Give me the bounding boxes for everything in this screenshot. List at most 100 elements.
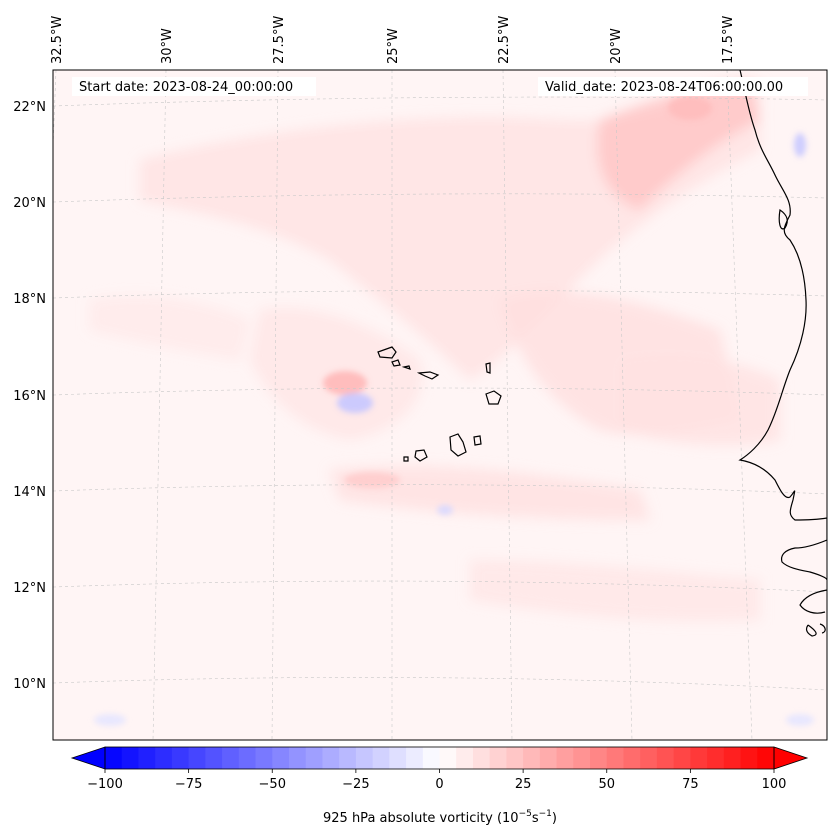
colorbar-swatch (406, 747, 424, 769)
colorbar-swatch (138, 747, 156, 769)
latitude-labels: 22°N 20°N 18°N 16°N 14°N 12°N 10°N (13, 100, 46, 692)
colorbar-ticks: −100 −75 −50 −25 0 25 50 75 100 (87, 769, 786, 792)
parallel-gridline (53, 580, 827, 593)
colorbar-swatch (506, 747, 524, 769)
colorbar-tick-label: 75 (682, 777, 699, 792)
colorbar-tick-label: −25 (342, 777, 369, 792)
colorbar (70, 746, 809, 770)
colorbar-swatch (623, 747, 641, 769)
coastlines (738, 70, 827, 637)
colorbar-swatch (590, 747, 608, 769)
colorbar-swatch (673, 747, 691, 769)
colorbar-swatch (690, 747, 708, 769)
colorbar-swatch (523, 747, 541, 769)
start-date-label: Start date: 2023-08-24_00:00:00 (79, 80, 293, 95)
colorbar-swatch (556, 747, 574, 769)
gridlines (53, 70, 827, 740)
longitude-label: 20°W (609, 28, 624, 64)
longitude-label: 25°W (386, 28, 401, 64)
latitude-label: 16°N (13, 389, 46, 404)
colorbar-swatch (222, 747, 240, 769)
colorbar-label: 925 hPa absolute vorticity (10−5s−1) (323, 809, 557, 826)
longitude-label: 17.5°W (721, 16, 736, 64)
colorbar-swatch (121, 747, 140, 769)
colorbar-swatch (205, 747, 223, 769)
colorbar-swatch (573, 747, 591, 769)
colorbar-tick-label: 100 (762, 777, 787, 792)
colorbar-swatch (155, 747, 173, 769)
vorticity-field (90, 80, 780, 622)
colorbar-swatch (472, 747, 491, 769)
latitude-label: 22°N (13, 100, 46, 115)
island-sao-nicolau (416, 371, 440, 380)
colorbar-swatch (171, 747, 190, 769)
colorbar-swatch (606, 747, 625, 769)
longitude-label: 22.5°W (497, 16, 512, 64)
meridian-gridline (502, 70, 513, 740)
vorticity-extrema (94, 96, 814, 726)
longitude-label: 30°W (160, 28, 175, 64)
island-maio (473, 435, 482, 446)
colorbar-swatch (389, 747, 407, 769)
colorbar-tick-label: 0 (435, 777, 443, 792)
canary-edge-coast (778, 208, 788, 230)
meridian-gridline (726, 70, 753, 740)
meridian-gridline (53, 70, 57, 156)
island-boa-vista (485, 390, 502, 405)
island-brava (403, 456, 409, 462)
colorbar-tick-label: −50 (259, 777, 286, 792)
parallel-gridline (53, 96, 827, 107)
latitude-label: 18°N (13, 292, 46, 307)
map-panel (53, 70, 827, 740)
island-santo-antao (377, 346, 397, 359)
senegal-gambia-coast (780, 518, 827, 581)
colorbar-swatch (422, 747, 441, 769)
colorbar-tick-label: 25 (515, 777, 532, 792)
island-sao-vicente (391, 359, 401, 367)
colorbar-swatch (355, 747, 374, 769)
colorbar-tick-label: −100 (87, 777, 123, 792)
longitude-labels: 32.5°W 30°W 27.5°W 25°W 22.5°W 20°W 17.5°W (50, 16, 736, 64)
start-date-box (72, 77, 316, 96)
colorbar-swatch (489, 747, 507, 769)
map-frame (52, 69, 828, 741)
colorbar-swatch (238, 747, 257, 769)
parallel-gridline (53, 193, 827, 203)
colorbar-swatch (305, 747, 324, 769)
africa-coastline (738, 70, 827, 521)
latitude-label: 14°N (13, 485, 46, 500)
colorbar-swatch (105, 747, 123, 769)
parallel-gridline (53, 387, 827, 396)
parallel-gridline (53, 677, 827, 691)
latitude-label: 12°N (13, 581, 46, 596)
island-fogo (414, 449, 428, 462)
latitude-label: 20°N (13, 196, 46, 211)
parallel-gridline (53, 290, 827, 299)
colorbar-swatch (272, 747, 290, 769)
meridian-gridline (614, 70, 633, 740)
island-santa-luzia (401, 365, 411, 370)
colorbar-swatch (322, 747, 340, 769)
valid-date-box (538, 77, 808, 96)
valid-date-label: Valid_date: 2023-08-24T06:00:00.00 (545, 80, 783, 95)
colorbar-tick-label: −75 (175, 777, 202, 792)
colorbar-swatch (740, 747, 758, 769)
colorbar-swatch (372, 747, 390, 769)
meridian-gridline (271, 70, 279, 740)
colorbar-swatch (255, 747, 273, 769)
colorbar-swatch (339, 747, 357, 769)
colorbar-swatch (188, 747, 206, 769)
colorbar-extend-high (773, 746, 809, 770)
longitude-label: 27.5°W (272, 16, 287, 64)
colorbar-extend-low (70, 746, 106, 770)
meridian-gridline (152, 70, 167, 740)
guinea-bissau-coast (799, 589, 827, 637)
colorbar-swatch (757, 747, 775, 769)
colorbar-swatch (656, 747, 675, 769)
colorbar-swatch (288, 747, 307, 769)
longitude-label: 32.5°W (50, 16, 65, 64)
parallel-gridline (53, 484, 827, 495)
colorbar-swatch (439, 747, 457, 769)
colorbar-swatch (723, 747, 742, 769)
